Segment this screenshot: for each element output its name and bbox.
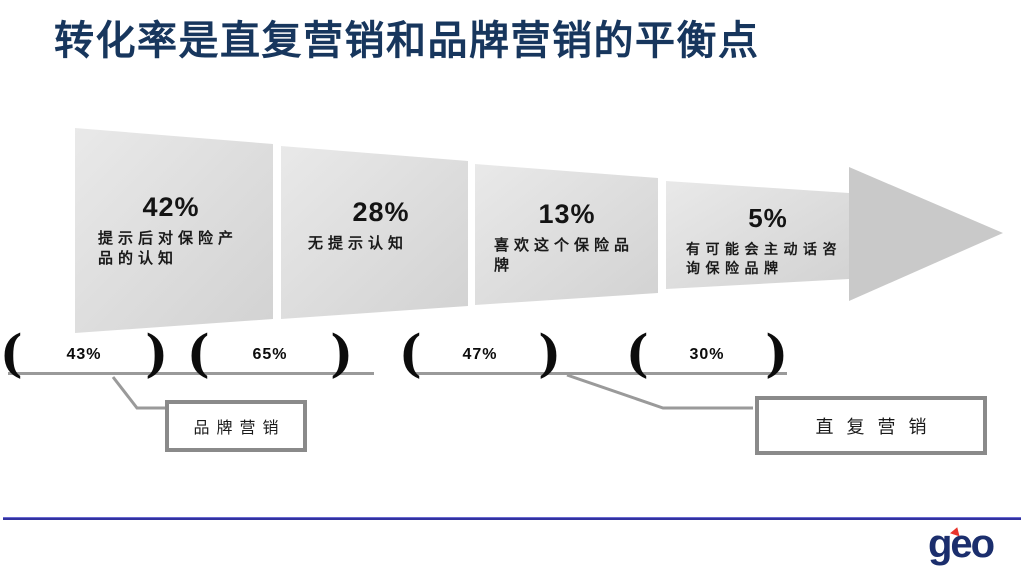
funnel-stage-4: 5% 有可能会主动话咨询保险品牌 xyxy=(686,203,850,278)
stage-4-percent: 5% xyxy=(748,203,788,233)
bracket-open-icon: ( xyxy=(399,324,422,384)
bracket-close-icon: ) xyxy=(765,324,788,384)
funnel-arrowhead-icon xyxy=(849,167,1003,301)
stage-2-label: 无提示认知 xyxy=(308,235,409,252)
brand-marketing-box: 品牌营销 xyxy=(165,400,307,452)
stage-1-percent: 42% xyxy=(142,192,200,222)
funnel-segment-1 xyxy=(75,128,273,333)
page-title: 转化率是直复营销和品牌营销的平衡点 xyxy=(54,19,760,63)
stage-4-label: 有可能会主动话咨询保险品牌 xyxy=(686,241,842,276)
bracket-4-value: 30% xyxy=(689,346,725,363)
stage-3-label: 喜欢这个保险品牌 xyxy=(494,237,635,275)
stage-3-percent: 13% xyxy=(538,199,596,229)
bracket-close-icon: ) xyxy=(538,324,561,384)
bracket-open-icon: ( xyxy=(0,324,23,384)
bracket-open-icon: ( xyxy=(626,324,649,384)
funnel-segment-3 xyxy=(475,164,658,305)
bracket-group-4: ( 30% ) xyxy=(626,324,788,384)
stage-1-label: 提示后对保险产品的认知 xyxy=(98,230,239,268)
bracket-group-2: ( 65% ) xyxy=(187,324,353,384)
bracket-group-1: ( 43% ) xyxy=(0,324,168,384)
geo-logo-text: geo xyxy=(928,522,995,566)
connector-brand xyxy=(111,376,165,410)
bracket-close-icon: ) xyxy=(145,324,168,384)
funnel-segment-2 xyxy=(281,146,468,319)
funnel-stage-3: 13% 喜欢这个保险品牌 xyxy=(494,199,640,277)
footer-rule xyxy=(3,517,1021,520)
funnel-segment-4 xyxy=(666,181,849,289)
bracket-group-3: ( 47% ) xyxy=(399,324,561,384)
brand-marketing-label: 品牌营销 xyxy=(193,420,286,437)
stage-2-percent: 28% xyxy=(352,197,410,227)
funnel-stage-2: 28% 无提示认知 xyxy=(308,197,454,254)
bracket-1-value: 43% xyxy=(66,346,102,363)
direct-marketing-box: 直复营销 xyxy=(755,396,987,455)
bracket-3-value: 47% xyxy=(462,346,498,363)
bracket-open-icon: ( xyxy=(187,324,210,384)
bracket-2-value: 65% xyxy=(252,346,288,363)
direct-marketing-label: 直复营销 xyxy=(815,416,940,437)
connector-direct xyxy=(566,373,753,410)
bracket-close-icon: ) xyxy=(330,324,353,384)
geo-logo: geo xyxy=(928,522,1010,568)
funnel-stage-1: 42% 提示后对保险产品的认知 xyxy=(98,192,244,270)
